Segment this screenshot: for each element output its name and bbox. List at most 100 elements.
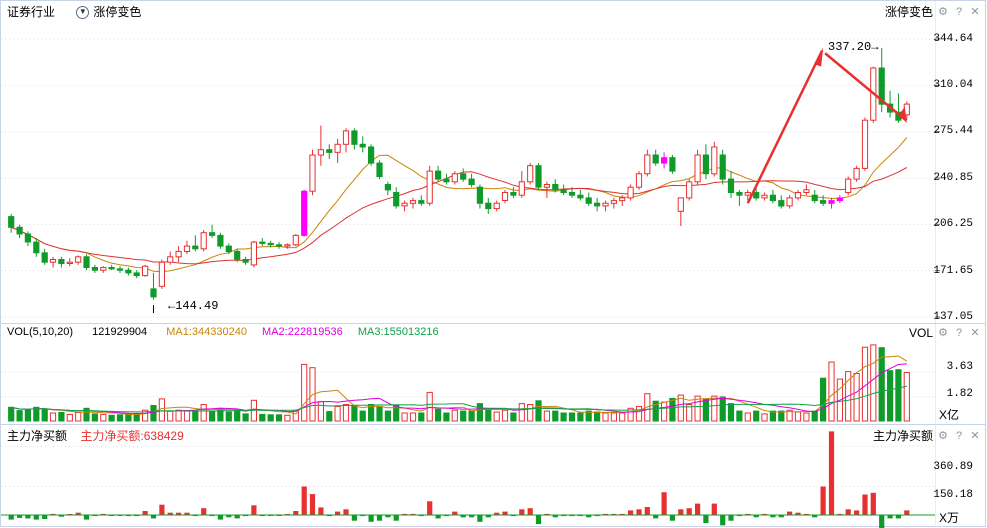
flow-chart[interactable] (1, 425, 987, 528)
candle-body (259, 241, 266, 244)
volume-bar (100, 413, 107, 422)
help-icon[interactable]: ? (955, 429, 963, 442)
candle-body (635, 173, 643, 188)
flow-bar (628, 510, 634, 515)
sector-title: 证券行业 (7, 5, 56, 19)
flow-bar (343, 509, 349, 515)
gear-icon[interactable]: ⚙ (938, 327, 948, 339)
flow-bar (837, 513, 843, 515)
candle-body (443, 178, 450, 183)
volume-bar (543, 410, 550, 422)
volume-chart[interactable] (1, 324, 987, 427)
candle-body (359, 143, 366, 148)
flow-bar (586, 515, 592, 518)
close-icon[interactable]: ✕ (970, 327, 980, 339)
candle-body (501, 192, 509, 201)
volume-bar (887, 370, 894, 422)
volume-bar (91, 413, 99, 422)
candle-body (828, 200, 835, 204)
flow-bar (795, 512, 801, 515)
candle-body (794, 192, 802, 199)
candle-body (644, 154, 651, 175)
candle-body (845, 178, 852, 194)
flow-bar (636, 509, 642, 515)
flow-bar (828, 431, 835, 515)
candle-body (744, 192, 751, 196)
vol-panel-controls: VOL ⚙ ? ✕ (909, 326, 981, 340)
candle-body (393, 192, 400, 207)
candle-body (317, 149, 324, 156)
gear-icon[interactable]: ⚙ (938, 429, 948, 442)
volume-header: VOL(5,10,20) 121929904 MA1:344330240 MA2… (7, 326, 439, 338)
flow-bar (393, 515, 399, 521)
volume-bar (116, 414, 124, 422)
candle-body (786, 197, 793, 207)
volume-bar (468, 410, 475, 422)
flow-bar (452, 511, 458, 515)
candle-body (719, 154, 726, 180)
flow-bar (58, 515, 64, 517)
volume-bar (786, 409, 793, 422)
help-icon[interactable]: ? (955, 5, 963, 18)
flow-bar (820, 486, 826, 515)
flow-bar (142, 511, 148, 515)
flow-bar (761, 513, 768, 515)
vol-ma2: MA2:222819536 (262, 326, 343, 338)
candle-body (125, 269, 132, 274)
volume-bar (903, 372, 910, 422)
volume-bar (409, 412, 417, 422)
volume-panel: VOL(5,10,20) 121929904 MA1:344330240 MA2… (0, 323, 986, 426)
candle-body (58, 259, 65, 264)
flow-bar (209, 515, 215, 517)
axis-separator (935, 1, 936, 324)
candle-body (326, 149, 333, 153)
flow-bar (92, 515, 98, 517)
flow-bar (854, 510, 860, 515)
flow-bar (176, 512, 182, 515)
gear-icon[interactable]: ⚙ (938, 5, 948, 18)
volume-bar (727, 403, 735, 422)
flow-bar (745, 513, 751, 515)
candle-body (468, 178, 475, 186)
indicator-select[interactable]: 涨停变色 (93, 5, 142, 19)
flow-indicator-name: 主力净买额 (872, 429, 933, 443)
volume-bar (744, 412, 751, 422)
price-chart[interactable] (1, 1, 987, 326)
close-icon[interactable]: ✕ (970, 5, 980, 18)
volume-bar (209, 411, 216, 422)
candle-body (451, 173, 458, 183)
volume-bar (652, 400, 659, 422)
volume-bar (577, 412, 584, 422)
flow-bar (728, 515, 734, 521)
help-icon[interactable]: ? (955, 327, 963, 339)
volume-bar (510, 412, 517, 422)
flow-bar (75, 512, 81, 515)
close-icon[interactable]: ✕ (970, 429, 980, 442)
volume-bar (301, 363, 308, 422)
candle-body (552, 184, 559, 191)
volume-bar (769, 410, 776, 422)
volume-bar (75, 412, 82, 422)
volume-bar (192, 410, 199, 422)
flow-bar (895, 515, 901, 519)
volume-bar (451, 409, 458, 422)
candle-body (116, 268, 124, 271)
trend-arrow-down (824, 52, 907, 122)
flow-bar (770, 515, 776, 518)
candle-body (401, 202, 408, 207)
flow-bar (184, 512, 190, 515)
candle-body (543, 184, 550, 188)
vol-tick-1: 1.82 (946, 388, 973, 400)
volume-bar (167, 410, 174, 422)
candle-body (761, 194, 768, 199)
chevron-down-icon[interactable]: ▼ (76, 6, 90, 20)
candle-body (24, 233, 31, 243)
volume-bar (24, 409, 31, 422)
volume-bar (594, 411, 601, 422)
flow-bar (335, 511, 341, 515)
candle-body (619, 197, 626, 202)
volume-bar (83, 407, 90, 422)
candle-body (510, 192, 517, 196)
candle-body (610, 200, 617, 204)
candle-body (853, 167, 860, 180)
